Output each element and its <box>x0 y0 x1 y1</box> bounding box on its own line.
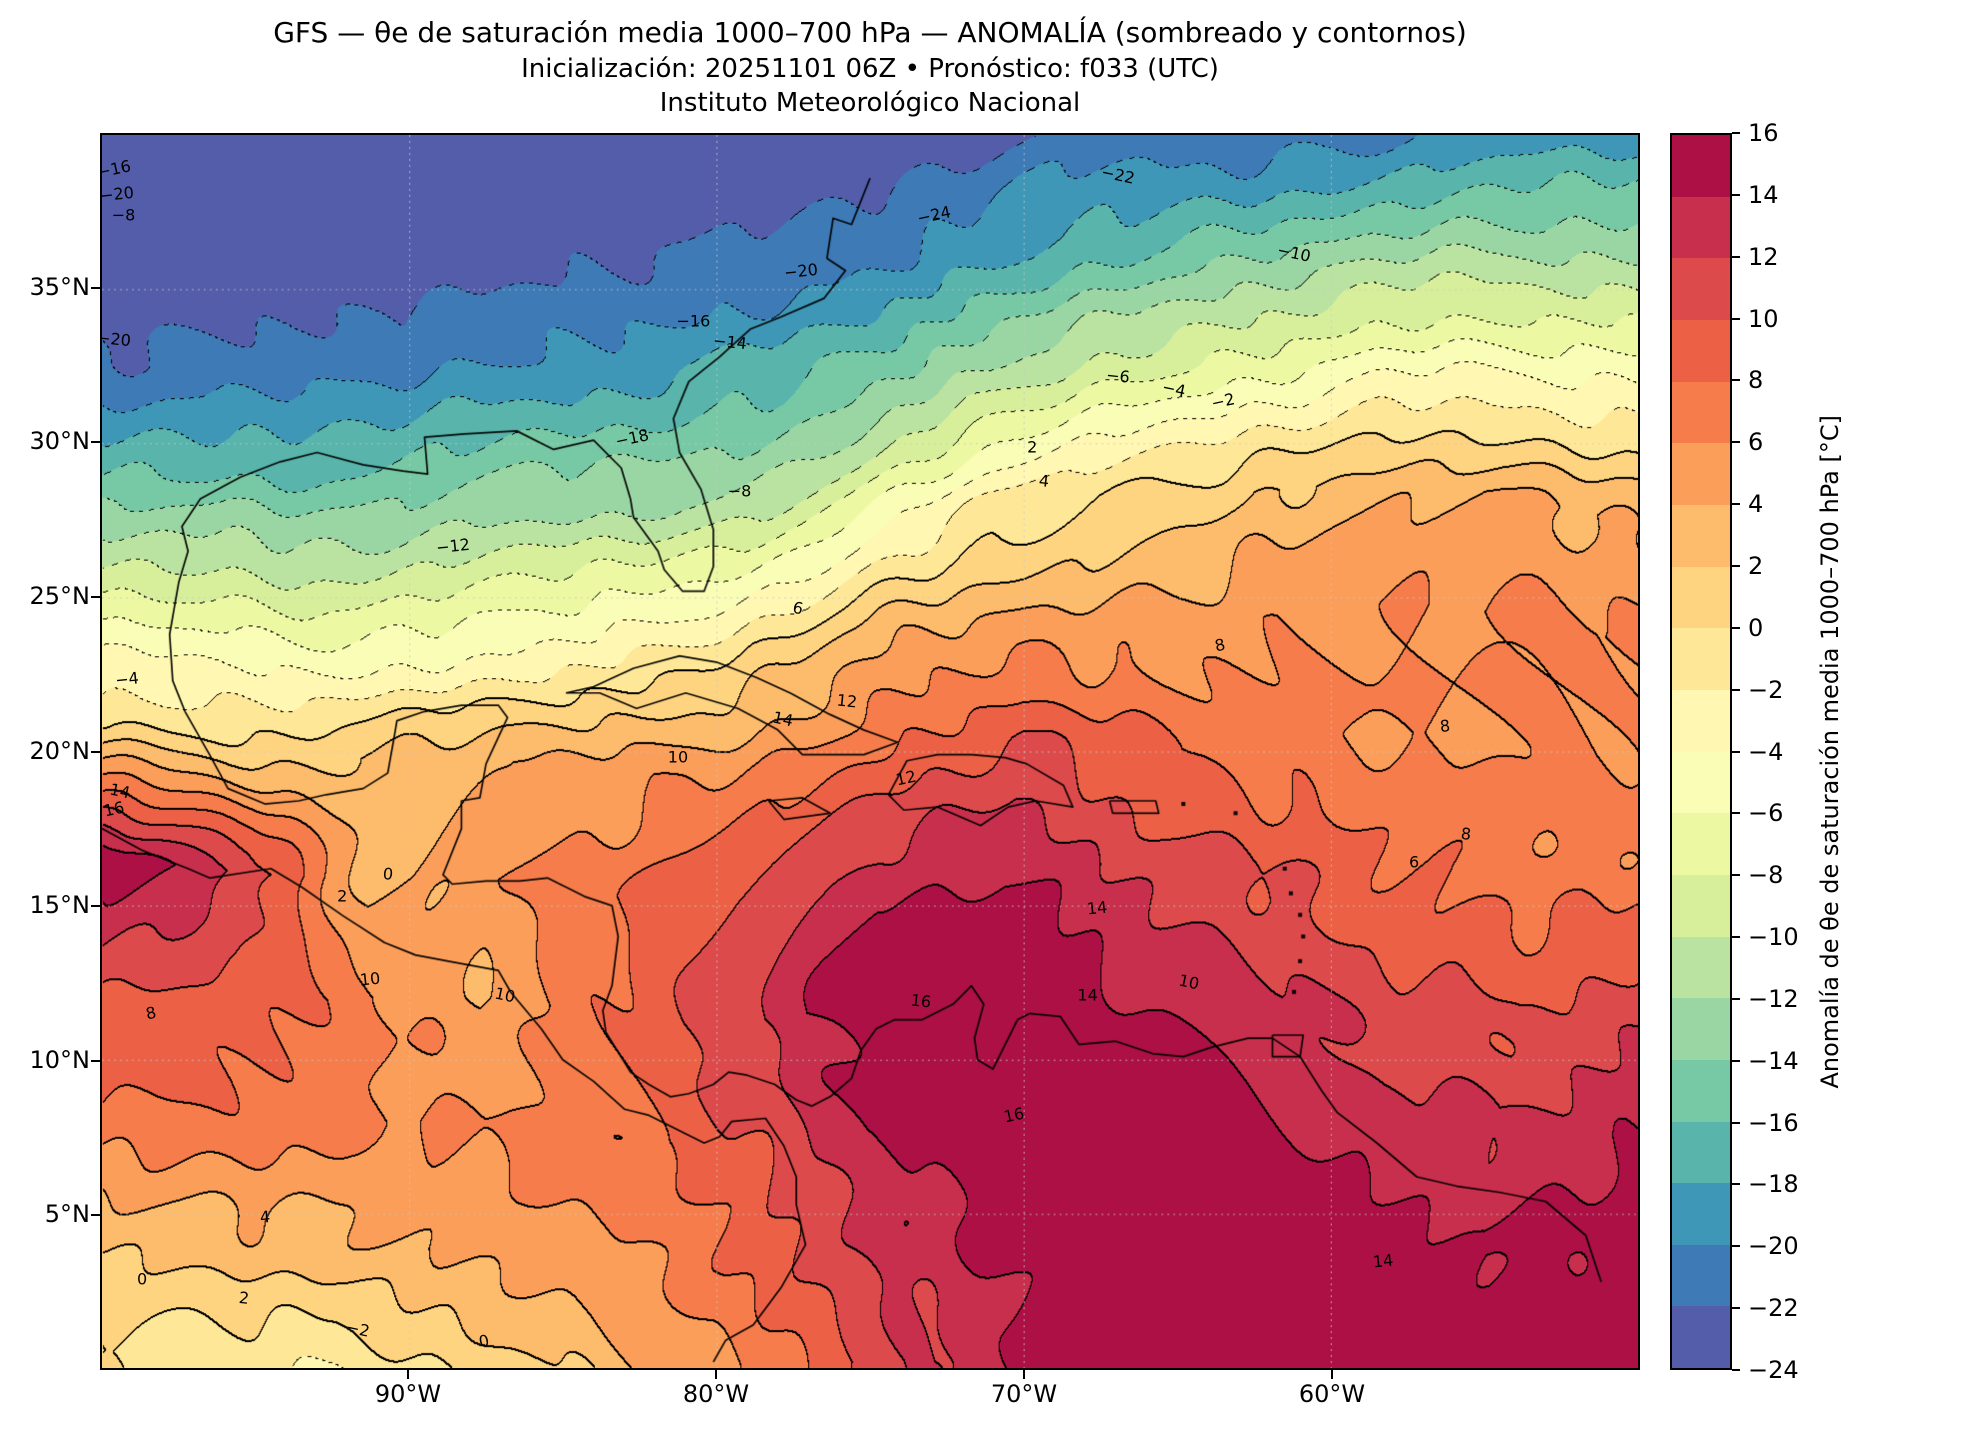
colorbar-axis-label: Anomalía de θe de saturación media 1000–… <box>1810 133 1850 1370</box>
colorbar-cell <box>1672 381 1730 444</box>
colorbar-tick-label: −14 <box>1748 1046 1799 1075</box>
lon-tick-label: 80°W <box>682 1380 750 1408</box>
colorbar-tick-label: 10 <box>1748 304 1779 333</box>
chart-title: GFS — θe de saturación media 1000–700 hP… <box>273 16 1467 49</box>
colorbar-cell <box>1672 135 1730 197</box>
colorbar-tick-label: −22 <box>1748 1294 1799 1323</box>
colorbar-tick-mark <box>1732 503 1740 506</box>
chart-subtitle: Inicialización: 20251101 06Z • Pronóstic… <box>521 54 1219 84</box>
lon-tick-mark <box>1331 1370 1333 1379</box>
lat-tick-label: 10°N <box>29 1045 91 1074</box>
lat-tick-label: 15°N <box>29 891 91 920</box>
colorbar-tick-mark <box>1732 1121 1740 1124</box>
colorbar-cell <box>1672 689 1730 752</box>
colorbar-tick-label: −24 <box>1748 1356 1799 1384</box>
colorbar-tick-label: 4 <box>1748 490 1764 519</box>
colorbar-tick-label: −18 <box>1748 1170 1799 1199</box>
colorbar-tick-label: −6 <box>1748 799 1784 828</box>
colorbar-cell <box>1672 1306 1730 1369</box>
colorbar-label-text: Anomalía de θe de saturación media 1000–… <box>1816 414 1844 1089</box>
colorbar-tick-label: 2 <box>1748 551 1764 580</box>
colorbar-cell <box>1672 628 1730 690</box>
colorbar-cell <box>1672 258 1730 320</box>
lat-tick-mark <box>91 750 100 753</box>
colorbar-tick-mark <box>1732 317 1740 320</box>
colorbar-tick-label: 12 <box>1748 242 1779 271</box>
lon-tick-mark <box>1023 1370 1025 1379</box>
title-block: GFS — θe de saturación media 1000–700 hP… <box>100 14 1640 120</box>
colorbar-tick-mark <box>1732 441 1740 444</box>
colorbar-tick-mark <box>1732 812 1740 815</box>
lat-tick-mark <box>91 905 100 908</box>
colorbar-cell <box>1672 751 1730 814</box>
colorbar-tick-mark <box>1732 688 1740 691</box>
colorbar-tick-label: 14 <box>1748 180 1779 209</box>
lat-tick-mark <box>91 595 100 598</box>
lat-tick-label: 35°N <box>29 272 91 301</box>
lat-tick-mark <box>91 1059 100 1062</box>
colorbar-cell <box>1672 443 1730 505</box>
colorbar-tick-label: 0 <box>1748 613 1764 642</box>
colorbar-tick-mark <box>1732 874 1740 877</box>
colorbar-tick-mark <box>1732 1245 1740 1248</box>
lat-tick-label: 20°N <box>29 736 91 765</box>
colorbar-tick-label: 8 <box>1748 366 1764 395</box>
colorbar-tick-label: −8 <box>1748 861 1784 890</box>
colorbar-cell <box>1672 504 1730 567</box>
lat-tick-label: 5°N <box>44 1200 90 1229</box>
colorbar-tick-mark <box>1732 255 1740 258</box>
colorbar-tick-mark <box>1732 379 1740 382</box>
colorbar-tick-label: −2 <box>1748 675 1784 704</box>
colorbar-cell <box>1672 1244 1730 1307</box>
institution-name: Instituto Meteorológico Nacional <box>659 88 1081 118</box>
colorbar-cell <box>1672 1059 1730 1122</box>
colorbar-tick-label: −12 <box>1748 984 1799 1013</box>
colorbar-tick-mark <box>1732 564 1740 567</box>
colorbar-cell <box>1672 813 1730 875</box>
lat-tick-mark <box>91 1214 100 1217</box>
colorbar-tick-label: 16 <box>1748 119 1779 147</box>
colorbar-tick-mark <box>1732 997 1740 1000</box>
colorbar-cell <box>1672 936 1730 999</box>
colorbar-tick-label: 6 <box>1748 428 1764 457</box>
colorbar-tick-mark <box>1732 1369 1740 1371</box>
colorbar-tick-mark <box>1732 1307 1740 1310</box>
map-plot-area: −16 −20 −8 −20 −22 −24 −20 −16 −14 −10 −18 −12 −8 −6−… <box>100 133 1640 1370</box>
colorbar-cell <box>1672 566 1730 629</box>
lat-tick-mark <box>91 441 100 444</box>
lat-tick-label: 30°N <box>29 427 91 456</box>
colorbar-tick-mark <box>1732 193 1740 196</box>
colorbar-cell <box>1672 319 1730 382</box>
colorbar-cell <box>1672 998 1730 1060</box>
colorbar-cell <box>1672 1183 1730 1245</box>
lon-tick-label: 70°W <box>990 1380 1058 1408</box>
colorbar-tick-label: −20 <box>1748 1232 1799 1261</box>
lon-tick-mark <box>407 1370 409 1379</box>
lon-tick-label: 90°W <box>374 1380 442 1408</box>
colorbar-tick-label: −4 <box>1748 737 1784 766</box>
colorbar-ticks: 16 14 12 10 8 6 4 2 0 −2 −4 −6 −8 −10 −12 −14 −16 −18 −20 −… <box>1670 119 1799 1384</box>
lon-tick-mark <box>715 1370 717 1379</box>
colorbar-tick-mark <box>1732 1183 1740 1186</box>
colorbar-tick-label: −16 <box>1748 1108 1799 1137</box>
colorbar-tick-mark <box>1732 1059 1740 1062</box>
colorbar-tick-mark <box>1732 626 1740 629</box>
colorbar-tick-mark <box>1732 750 1740 753</box>
lat-tick-mark <box>91 286 100 289</box>
colorbar-tick-mark <box>1732 132 1740 134</box>
colorbar-cell <box>1672 874 1730 937</box>
colorbar-cells <box>1670 133 1732 1370</box>
lat-tick-label: 25°N <box>29 581 91 610</box>
lon-tick-label: 60°W <box>1298 1380 1366 1408</box>
colorbar-cell <box>1672 196 1730 259</box>
colorbar-tick-label: −10 <box>1748 923 1799 952</box>
colorbar: 16 14 12 10 8 6 4 2 0 −2 −4 −6 −8 −10 −12 −14 −16 −18 −20 −… <box>1670 119 1799 1384</box>
colorbar-tick-mark <box>1732 936 1740 939</box>
anomaly-field-canvas <box>102 135 1638 1368</box>
colorbar-cell <box>1672 1121 1730 1184</box>
